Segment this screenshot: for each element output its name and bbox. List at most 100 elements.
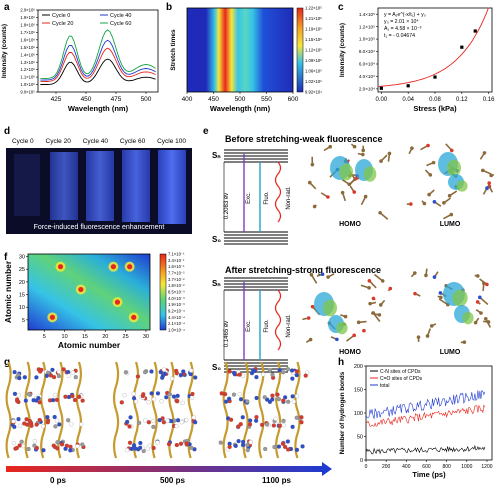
atom [361,152,365,157]
chart-c: 0.00 0.04 0.08 0.12 0.16 2.0×10⁴ 4.0×10⁴ 6.0×10… [339,7,495,113]
y-tick-label: 2.0×10⁶ [20,8,35,13]
y-tick-label: 1.2×10⁵ [359,24,375,29]
cpd-atom [252,368,257,373]
legend-label: C-N sites of CPDs [380,369,421,375]
cpd-atom [283,395,288,400]
cpd-atom [55,440,60,445]
x-tick-label: 400 [182,96,193,103]
cpd-atom [290,376,295,381]
cpd-atom [61,367,66,372]
cpd-atom [41,448,46,453]
polymer-chain [258,361,265,459]
cpd-atom [277,368,282,373]
x-tick-label: 30 [143,334,149,340]
y-tick-label: 1.0×10⁵ [359,37,375,42]
x-tick-label: 450 [81,96,92,103]
colorbar-label: 9.2×10⁻⁴ [168,309,185,314]
atom [326,275,330,279]
cpd-atom [227,444,232,450]
x-axis-label: Time (ps) [412,470,446,479]
y-tick-label: 1.9×10⁶ [20,15,35,20]
x-tick-label: 450 [208,96,219,103]
panel-label-c: c [338,2,344,13]
atom [439,295,443,300]
atom [367,279,372,283]
chart-h: 0 200 400 600 800 1000 1200 0 50 100 150 200 Time (p… [339,364,493,479]
cpd-atom [59,442,65,447]
y-tick-label: 1.0×10⁶ [20,82,35,87]
heatmap-area [186,7,294,93]
cpd-atom [191,415,196,420]
atom [413,271,417,275]
cpd-atom [66,373,71,378]
x-tick-label: 5 [43,334,46,340]
cpd-atom [44,373,49,378]
legend-label: Cycle 40 [110,13,131,19]
cpd-atom [273,416,278,421]
cpd-atom [286,447,291,452]
y-tick-label: 50 [357,435,363,441]
atom [343,314,348,319]
cpd-atom [174,442,179,448]
x-tick-label: 0 [365,464,368,470]
x-tick-label: 425 [51,96,62,103]
cpd-atom [294,393,300,399]
state-label-sn: Sₙ [212,151,221,160]
series-cycle-0 [40,58,156,85]
colorbar [296,7,304,93]
y-tick-label: 15 [19,293,25,299]
energy-gap: 0.2083 ev [224,193,230,219]
data-point [406,84,410,88]
cpd-atom [165,418,170,423]
cpd-atom [22,421,27,426]
atom [306,316,311,320]
cpd-atom [12,391,18,396]
atom [340,190,345,195]
colorbar-label: 7.7×10⁻² [168,271,185,276]
cpd-atom [167,392,172,397]
atom [388,286,393,291]
y-tick-label: 25 [19,267,25,273]
cpd-atom [254,418,259,423]
cpd-atom [57,422,62,427]
y-axis-label: Intensity (counts) [1,24,8,78]
cpd-atom [38,369,43,374]
colorbar [159,253,167,331]
atom [449,212,454,217]
colorbar-label: 1.8×10⁻² [168,283,185,288]
series-cycle-60 [40,29,156,80]
legend-label: C=O sites of CPDs [380,376,423,382]
series-cycle-40 [40,39,156,81]
cpd-atom [125,419,130,425]
series-cycle-20 [40,47,156,83]
atom [352,333,356,338]
orbital-lobe-green [339,163,353,181]
panel-label-a: a [4,2,10,13]
colorbar-label: 1.15×10⁵ [305,37,322,42]
polymer-chain [24,361,31,459]
cpd-atom [247,422,253,427]
cpd-atom [133,399,139,404]
legend-label: total [380,383,389,389]
cpd-atom [171,394,177,399]
hotspot-core [78,286,84,293]
data-point [460,45,464,49]
x-tick-label: 10 [62,334,68,340]
orbital-lobe-green [363,166,377,182]
atom [485,282,489,287]
cpd-atom [267,368,273,373]
cpd-atom [238,397,244,402]
colorbar-label: 4.0×10⁻³ [168,296,185,301]
cpd-atom [37,417,42,423]
y-tick-label: 1.5×10⁶ [20,45,35,50]
cpd-atom [270,393,275,398]
atom [361,148,366,153]
y-tick-label: 1.2×10⁶ [20,67,35,72]
data-point [433,75,437,79]
cpd-atom [56,369,61,374]
atom [483,316,488,321]
cycle-label: Cycle 100 [157,138,186,145]
cpd-atom [26,392,31,397]
exc-label: Exc. [246,192,252,204]
atom [326,195,330,199]
